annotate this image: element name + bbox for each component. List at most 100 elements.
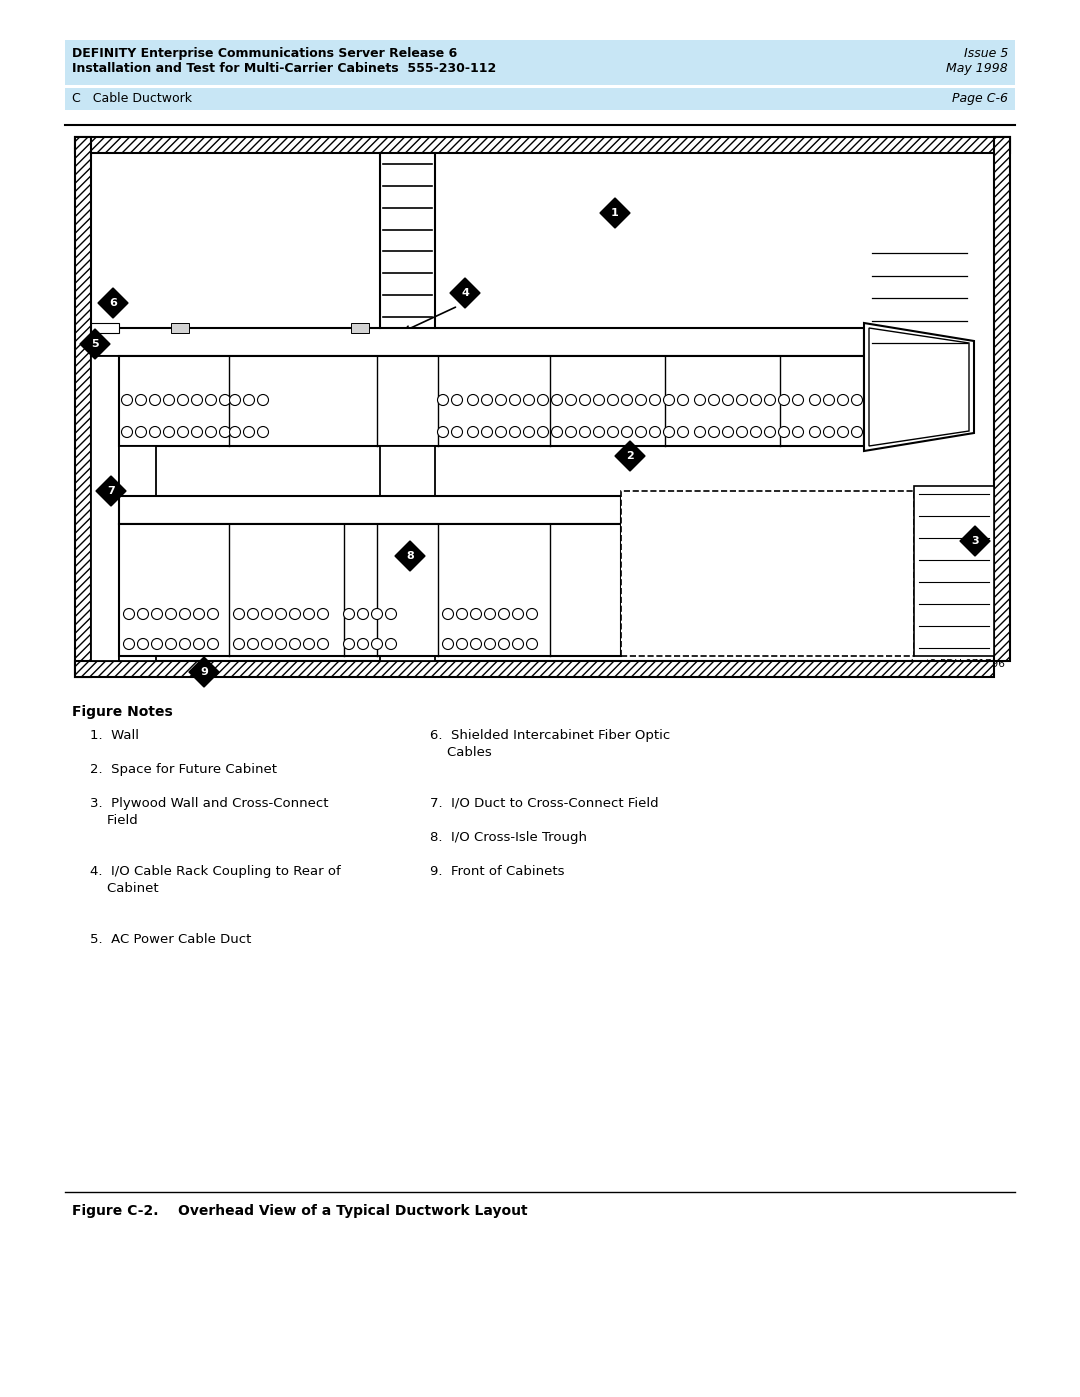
Text: 5: 5 — [91, 339, 98, 349]
Circle shape — [779, 426, 789, 437]
Circle shape — [303, 638, 314, 650]
Circle shape — [663, 426, 675, 437]
Circle shape — [524, 426, 535, 437]
Circle shape — [165, 638, 176, 650]
Text: 2.  Space for Future Cabinet: 2. Space for Future Cabinet — [90, 763, 276, 775]
Circle shape — [594, 394, 605, 405]
Circle shape — [510, 394, 521, 405]
Circle shape — [635, 426, 647, 437]
Bar — [65, 88, 1015, 110]
Bar — [380, 524, 435, 661]
Circle shape — [471, 638, 482, 650]
Circle shape — [149, 394, 161, 405]
Circle shape — [137, 638, 149, 650]
Text: 5.  AC Power Cable Duct: 5. AC Power Cable Duct — [90, 933, 252, 946]
Circle shape — [765, 394, 775, 405]
Circle shape — [243, 426, 255, 437]
Circle shape — [177, 426, 189, 437]
Circle shape — [810, 394, 821, 405]
Text: 8.  I/O Cross-Isle Trough: 8. I/O Cross-Isle Trough — [430, 831, 588, 844]
Bar — [119, 356, 864, 446]
Circle shape — [247, 638, 258, 650]
Circle shape — [123, 609, 135, 619]
Circle shape — [261, 609, 272, 619]
Circle shape — [261, 638, 272, 650]
Circle shape — [318, 609, 328, 619]
Circle shape — [468, 394, 478, 405]
Polygon shape — [96, 476, 126, 506]
Circle shape — [527, 638, 538, 650]
Circle shape — [219, 426, 230, 437]
Circle shape — [457, 638, 468, 650]
Bar — [351, 356, 369, 366]
Circle shape — [437, 394, 448, 405]
Bar — [91, 323, 119, 332]
Circle shape — [207, 609, 218, 619]
Circle shape — [243, 394, 255, 405]
Circle shape — [485, 638, 496, 650]
Circle shape — [275, 638, 286, 650]
Text: 8: 8 — [406, 550, 414, 562]
Circle shape — [191, 426, 203, 437]
Circle shape — [343, 638, 354, 650]
Circle shape — [289, 638, 300, 650]
Circle shape — [751, 426, 761, 437]
Circle shape — [123, 638, 135, 650]
Circle shape — [193, 638, 204, 650]
Circle shape — [482, 394, 492, 405]
Circle shape — [289, 609, 300, 619]
Circle shape — [499, 609, 510, 619]
Polygon shape — [864, 323, 974, 451]
Polygon shape — [80, 330, 110, 359]
Circle shape — [247, 609, 258, 619]
Circle shape — [137, 609, 149, 619]
Circle shape — [443, 609, 454, 619]
Circle shape — [207, 638, 218, 650]
Circle shape — [275, 609, 286, 619]
Text: 4: 4 — [461, 288, 469, 298]
Circle shape — [621, 394, 633, 405]
Circle shape — [708, 394, 719, 405]
Circle shape — [635, 394, 647, 405]
Circle shape — [810, 426, 821, 437]
Text: Page C-6: Page C-6 — [951, 92, 1008, 105]
Circle shape — [386, 638, 396, 650]
Circle shape — [737, 426, 747, 437]
Polygon shape — [395, 541, 426, 571]
Text: 6: 6 — [109, 298, 117, 307]
Bar — [274, 524, 292, 534]
Circle shape — [451, 394, 462, 405]
Text: Installation and Test for Multi-Carrier Cabinets  555-230-112: Installation and Test for Multi-Carrier … — [72, 61, 496, 75]
Circle shape — [151, 609, 162, 619]
Polygon shape — [615, 441, 645, 471]
Text: Figure C-2.    Overhead View of a Typical Ductwork Layout: Figure C-2. Overhead View of a Typical D… — [72, 1204, 528, 1218]
Circle shape — [513, 638, 524, 650]
Circle shape — [468, 426, 478, 437]
Text: 6.  Shielded Intercabinet Fiber Optic
    Cables: 6. Shielded Intercabinet Fiber Optic Cab… — [430, 729, 671, 759]
Circle shape — [177, 394, 189, 405]
Bar — [461, 356, 480, 366]
Circle shape — [513, 609, 524, 619]
Polygon shape — [869, 328, 969, 446]
Circle shape — [621, 426, 633, 437]
Text: 3.  Plywood Wall and Cross-Connect
    Field: 3. Plywood Wall and Cross-Connect Field — [90, 798, 328, 827]
Bar — [171, 356, 189, 366]
Circle shape — [233, 638, 244, 650]
Circle shape — [793, 426, 804, 437]
Bar — [91, 328, 864, 356]
Circle shape — [580, 426, 591, 437]
Circle shape — [485, 609, 496, 619]
Circle shape — [694, 426, 705, 437]
Circle shape — [257, 394, 269, 405]
Circle shape — [723, 394, 733, 405]
Circle shape — [372, 609, 382, 619]
Circle shape — [343, 609, 354, 619]
Circle shape — [193, 609, 204, 619]
Circle shape — [824, 394, 835, 405]
Text: May 1998: May 1998 — [946, 61, 1008, 75]
Circle shape — [482, 426, 492, 437]
Circle shape — [538, 426, 549, 437]
Bar — [571, 356, 589, 366]
Circle shape — [694, 394, 705, 405]
Bar — [384, 524, 402, 534]
